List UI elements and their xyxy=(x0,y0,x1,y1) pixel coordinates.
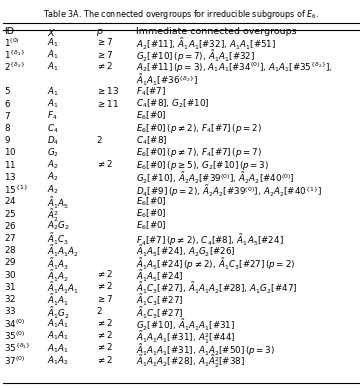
Text: $G_2[\#10]\, (p=7),\, \tilde{A}_1A_1[\#32]$: $G_2[\#10]\, (p=7),\, \tilde{A}_1A_1[\#3… xyxy=(136,48,255,64)
Text: $E_6[\#0]\, (p\neq 2),\, F_4[\#7]\, (p=2)$: $E_6[\#0]\, (p\neq 2),\, F_4[\#7]\, (p=2… xyxy=(136,122,261,135)
Text: $\neq 2$: $\neq 2$ xyxy=(96,281,113,291)
Text: $\geq 11$: $\geq 11$ xyxy=(96,97,119,109)
Text: $\tilde{A}_1A_1A_1[\#31],\, A_1^2[\#44]$: $\tilde{A}_1A_1A_1[\#31],\, A_1^2[\#44]$ xyxy=(136,330,235,346)
Text: $E_6[\#0]$: $E_6[\#0]$ xyxy=(136,208,167,220)
Text: $\tilde{A}_1A_1A_2$: $\tilde{A}_1A_1A_2$ xyxy=(47,244,79,260)
Text: $C_4[\#8],\, G_2[\#10]$: $C_4[\#8],\, G_2[\#10]$ xyxy=(136,97,209,110)
Text: $p$: $p$ xyxy=(96,27,104,38)
Text: $2$: $2$ xyxy=(96,134,102,145)
Text: $\tilde{A}_2^2$: $\tilde{A}_2^2$ xyxy=(47,208,59,224)
Text: $8$: $8$ xyxy=(4,122,11,133)
Text: $A_2$: $A_2$ xyxy=(47,171,59,184)
Text: $\tilde{A}_1A_5$: $\tilde{A}_1A_5$ xyxy=(47,195,69,211)
Text: $\neq 2$: $\neq 2$ xyxy=(96,317,113,328)
Text: $\geq 13$: $\geq 13$ xyxy=(96,85,119,96)
Text: $\tilde{A}_1A_1A_2[\#28],\, A_1\tilde{A}_2^2[\#38]$: $\tilde{A}_1A_1A_2[\#28],\, A_1\tilde{A}… xyxy=(136,354,245,371)
Text: $X$: $X$ xyxy=(47,27,56,38)
Text: $D_4[\#9]\, (p=2),\, \tilde{A}_2A_2[\#39^{(0)}],\, A_2A_2[\#40^{\{1\}}]$: $D_4[\#9]\, (p=2),\, \tilde{A}_2A_2[\#39… xyxy=(136,183,322,199)
Text: $2$: $2$ xyxy=(96,305,102,316)
Text: $\neq 2$: $\neq 2$ xyxy=(96,354,113,365)
Text: $E_6[\#0]$: $E_6[\#0]$ xyxy=(136,110,167,122)
Text: $\tilde{A}_1A_2$: $\tilde{A}_1A_2$ xyxy=(47,268,69,284)
Text: $A_1A_1$: $A_1A_1$ xyxy=(47,317,69,330)
Text: $34^{(0)}$: $34^{(0)}$ xyxy=(4,317,26,330)
Text: $A_2[\#11],\, \tilde{A}_1A_1[\#32],\, A_1A_1[\#51]$: $A_2[\#11],\, \tilde{A}_1A_1[\#32],\, A_… xyxy=(136,36,276,52)
Text: $A_2[\#11]\, (p=3),\, A_1A_1[\#34^{(0)}],\, A_1A_1[\#35^{\{\delta_2\}}],$: $A_2[\#11]\, (p=3),\, A_1A_1[\#34^{(0)}]… xyxy=(136,61,332,75)
Text: $F_4[\#7]\, (p\neq 2),\, C_4[\#8],\, \tilde{A}_1A_5[\#24]$: $F_4[\#7]\, (p\neq 2),\, C_4[\#8],\, \ti… xyxy=(136,232,283,248)
Text: $E_6[\#0]$: $E_6[\#0]$ xyxy=(136,220,167,232)
Text: $\geq 7$: $\geq 7$ xyxy=(96,36,114,47)
Text: $10$: $10$ xyxy=(4,146,17,158)
Text: $A_2G_2$: $A_2G_2$ xyxy=(47,220,70,232)
Text: $\tilde{A}_1G_2$: $\tilde{A}_1G_2$ xyxy=(47,305,70,320)
Text: $A_1$: $A_1$ xyxy=(47,61,59,73)
Text: $\tilde{A}_1A_1$: $\tilde{A}_1A_1$ xyxy=(47,293,69,308)
Text: $A_2$: $A_2$ xyxy=(47,159,59,171)
Text: $26$: $26$ xyxy=(4,220,17,231)
Text: $E_6[\#0]$: $E_6[\#0]$ xyxy=(136,195,167,208)
Text: $\tilde{A}_1A_5[\#24]$: $\tilde{A}_1A_5[\#24]$ xyxy=(136,268,183,284)
Text: $30$: $30$ xyxy=(4,268,17,280)
Text: $\tilde{A}_1C_3$: $\tilde{A}_1C_3$ xyxy=(47,232,69,247)
Text: $24$: $24$ xyxy=(4,195,17,206)
Text: $\geq 7$: $\geq 7$ xyxy=(96,293,114,304)
Text: $F_4[\#7]$: $F_4[\#7]$ xyxy=(136,85,166,98)
Text: $\tilde{A}_1C_3[\#27],\, \tilde{A}_1A_1A_2[\#28],\, A_1G_2[\#47]$: $\tilde{A}_1C_3[\#27],\, \tilde{A}_1A_1A… xyxy=(136,281,297,296)
Text: $A_1$: $A_1$ xyxy=(47,36,59,49)
Text: $A_2$: $A_2$ xyxy=(47,183,59,196)
Text: $C_4$: $C_4$ xyxy=(47,122,59,135)
Text: $1^{\{\delta_1\}}$: $1^{\{\delta_1\}}$ xyxy=(4,48,26,61)
Text: $1^{(0)}$: $1^{(0)}$ xyxy=(4,36,20,49)
Text: $5$: $5$ xyxy=(4,85,11,96)
Text: $G_2[\#10],\, \tilde{A}_2A_2[\#39^{(0)}],\, \tilde{A}_2A_2[\#40^{(0)}]$: $G_2[\#10],\, \tilde{A}_2A_2[\#39^{(0)}]… xyxy=(136,171,294,186)
Text: $\tilde{A}_1A_5[\#24],\, A_2G_2[\#26]$: $\tilde{A}_1A_5[\#24],\, A_2G_2[\#26]$ xyxy=(136,244,235,260)
Text: $35^{(0)}$: $35^{(0)}$ xyxy=(4,330,26,342)
Text: $13$: $13$ xyxy=(4,171,17,182)
Text: $29$: $29$ xyxy=(4,256,17,267)
Text: $\neq 2$: $\neq 2$ xyxy=(96,342,113,352)
Text: Immediate connected overgroups: Immediate connected overgroups xyxy=(136,27,296,36)
Text: $37^{(0)}$: $37^{(0)}$ xyxy=(4,354,26,367)
Text: $6$: $6$ xyxy=(4,97,11,109)
Text: $15^{\{1\}}$: $15^{\{1\}}$ xyxy=(4,183,29,196)
Text: $E_6[\#0]\, (p\geq 5),\, G_2[\#10]\, (p=3)$: $E_6[\#0]\, (p\geq 5),\, G_2[\#10]\, (p=… xyxy=(136,159,269,172)
Text: $\tilde{A}_1A_1A_1[\#31],\, A_1A_2[\#50]\, (p=3)$: $\tilde{A}_1A_1A_1[\#31],\, A_1A_2[\#50]… xyxy=(136,342,275,358)
Text: $\tilde{A}_1A_5[\#24]\, (p\neq 2),\, \tilde{A}_1C_3[\#27]\, (p=2)$: $\tilde{A}_1A_5[\#24]\, (p\neq 2),\, \ti… xyxy=(136,256,295,272)
Text: $11$: $11$ xyxy=(4,159,17,170)
Text: $7$: $7$ xyxy=(4,110,11,121)
Text: $2^{\{\delta_2\}}$: $2^{\{\delta_2\}}$ xyxy=(4,61,26,73)
Text: $\tilde{A}_1A_3$: $\tilde{A}_1A_3$ xyxy=(47,256,69,272)
Text: $32$: $32$ xyxy=(4,293,17,304)
Text: $\neq 2$: $\neq 2$ xyxy=(96,61,113,71)
Text: $A_1$: $A_1$ xyxy=(47,48,59,61)
Text: $\neq 2$: $\neq 2$ xyxy=(96,268,113,279)
Text: $A_1$: $A_1$ xyxy=(47,97,59,110)
Text: $\geq 7$: $\geq 7$ xyxy=(96,48,114,60)
Text: $28$: $28$ xyxy=(4,244,17,255)
Text: $A_1A_1$: $A_1A_1$ xyxy=(47,342,69,355)
Text: $E_6[\#0]\, (p\neq 7),\, F_4[\#7]\, (p=7)$: $E_6[\#0]\, (p\neq 7),\, F_4[\#7]\, (p=7… xyxy=(136,146,261,159)
Text: $31$: $31$ xyxy=(4,281,17,292)
Text: $A_1A_2$: $A_1A_2$ xyxy=(47,354,69,367)
Text: $\tilde{A}_1C_3[\#27]$: $\tilde{A}_1C_3[\#27]$ xyxy=(136,293,183,308)
Text: $\tilde{A}_1A_1A_1$: $\tilde{A}_1A_1A_1$ xyxy=(47,281,79,296)
Text: $F_4$: $F_4$ xyxy=(47,110,58,122)
Text: $D_4$: $D_4$ xyxy=(47,134,59,147)
Text: $C_4[\#8]$: $C_4[\#8]$ xyxy=(136,134,167,147)
Text: $A_1$: $A_1$ xyxy=(47,85,59,98)
Text: $\neq 2$: $\neq 2$ xyxy=(96,330,113,340)
Text: $9$: $9$ xyxy=(4,134,11,145)
Text: $\neq 2$: $\neq 2$ xyxy=(96,159,113,169)
Text: $G_2$: $G_2$ xyxy=(47,146,59,159)
Text: $33$: $33$ xyxy=(4,305,17,316)
Text: $\tilde{A}_1C_3[\#27]$: $\tilde{A}_1C_3[\#27]$ xyxy=(136,305,183,320)
Text: $A_1A_1$: $A_1A_1$ xyxy=(47,330,69,342)
Text: Table 3A. The connected overgroups for irreducible subgroups of $E_6$.: Table 3A. The connected overgroups for i… xyxy=(43,8,319,21)
Text: ID: ID xyxy=(4,27,14,36)
Text: $G_2[\#10],\, \tilde{A}_1A_1A_1[\#31]$: $G_2[\#10],\, \tilde{A}_1A_1A_1[\#31]$ xyxy=(136,317,235,333)
Text: $25$: $25$ xyxy=(4,208,17,218)
Text: $\tilde{A}_1A_1[\#36^{\{\delta_2\}}]$: $\tilde{A}_1A_1[\#36^{\{\delta_2\}}]$ xyxy=(136,73,198,88)
Text: $35^{\{\delta_1\}}$: $35^{\{\delta_1\}}$ xyxy=(4,342,31,354)
Text: $27$: $27$ xyxy=(4,232,17,243)
